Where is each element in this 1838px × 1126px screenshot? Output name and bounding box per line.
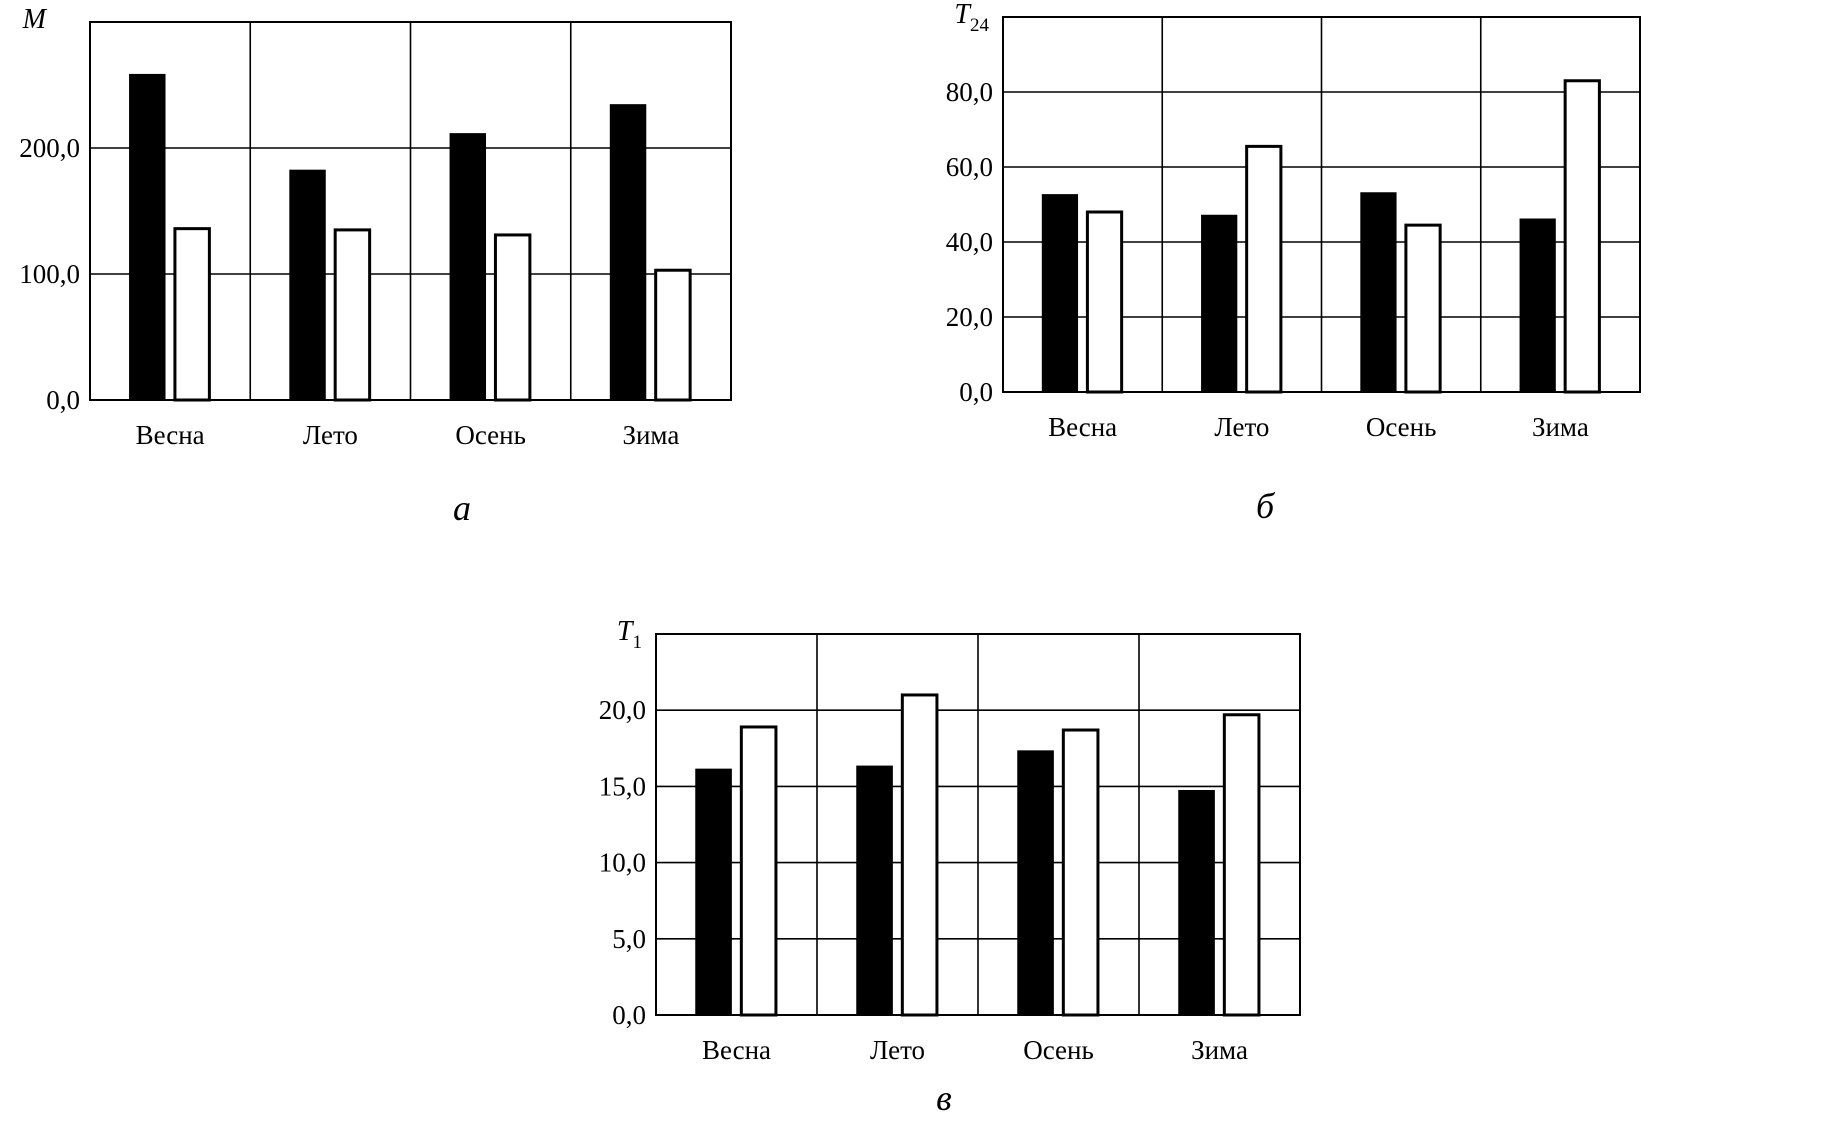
- y-axis-label: M: [22, 4, 48, 35]
- bar-dark-Осень: [1360, 192, 1397, 393]
- plot-frame: [655, 633, 1301, 1016]
- bar-dark-Весна: [1041, 194, 1079, 393]
- bar-light-Весна: [739, 725, 778, 1017]
- y-tick-label: 40,0: [946, 227, 993, 257]
- y-axis-label: T24: [954, 0, 989, 36]
- category-label: Лето: [303, 420, 358, 450]
- category-label: Осень: [455, 420, 526, 450]
- bar-dark-Осень: [1017, 750, 1054, 1017]
- bar-dark-Зима: [1519, 218, 1556, 393]
- y-tick-label: 0,0: [46, 385, 80, 415]
- bar-light-Осень: [1404, 223, 1442, 394]
- chart-panel-a: 0,0 100,0 200,0 Весна Лето Осень Зима Mа: [19, 4, 732, 528]
- y-tick-label: 10,0: [599, 848, 646, 878]
- y-tick-label: 0,0: [959, 377, 993, 407]
- category-label: Зима: [622, 420, 679, 450]
- bar-light-Зима: [654, 268, 692, 402]
- category-label: Осень: [1366, 412, 1437, 442]
- y-tick-label: 5,0: [612, 924, 646, 954]
- y-tick-label: 15,0: [599, 771, 646, 801]
- bar-light-Лето: [333, 228, 372, 402]
- y-tick-label: 60,0: [946, 152, 993, 182]
- bar-light-Весна: [1085, 210, 1124, 394]
- bar-dark-Зима: [1178, 789, 1215, 1016]
- bar-dark-Весна: [129, 73, 166, 401]
- category-label: Лето: [870, 1035, 925, 1065]
- category-label: Весна: [1048, 412, 1117, 442]
- category-label: Зима: [1532, 412, 1589, 442]
- bar-light-Зима: [1563, 79, 1601, 394]
- panel-label: а: [453, 488, 471, 528]
- plot-frame: [89, 21, 732, 401]
- panel-label: б: [1256, 486, 1276, 526]
- y-tick-label: 80,0: [946, 77, 993, 107]
- bar-dark-Зима: [609, 104, 647, 401]
- y-tick-label: 0,0: [612, 1000, 646, 1030]
- plot-frame: [1002, 16, 1641, 393]
- panel-label: в: [936, 1078, 952, 1118]
- bar-dark-Весна: [695, 768, 732, 1016]
- bar-light-Весна: [173, 227, 211, 402]
- category-label: Осень: [1023, 1035, 1094, 1065]
- y-tick-label: 20,0: [946, 302, 993, 332]
- bar-light-Осень: [493, 233, 532, 402]
- bar-dark-Лето: [1201, 214, 1238, 393]
- bar-light-Осень: [1061, 728, 1100, 1017]
- bar-light-Зима: [1222, 713, 1261, 1017]
- y-axis-label: T1: [617, 616, 642, 653]
- category-label: Весна: [136, 420, 205, 450]
- bar-dark-Лето: [289, 169, 326, 401]
- bar-dark-Осень: [449, 133, 487, 401]
- category-label: Лето: [1214, 412, 1269, 442]
- bar-dark-Лето: [856, 765, 893, 1017]
- category-label: Весна: [702, 1035, 771, 1065]
- chart-panel-c: 0,0 5,0 10,0 15,0 20,0 Весна Лето Осень Зима T1 в: [599, 616, 1301, 1118]
- bar-light-Лето: [900, 693, 939, 1017]
- y-tick-label: 100,0: [19, 259, 80, 289]
- y-tick-label: 200,0: [19, 133, 80, 163]
- chart-panel-b: 0,0 20,0 40,0 60,0 80,0 Весна Лето Осень Зима T24…: [946, 0, 1641, 526]
- y-tick-label: 20,0: [599, 695, 646, 725]
- bar-light-Лето: [1245, 144, 1283, 394]
- category-label: Зима: [1191, 1035, 1248, 1065]
